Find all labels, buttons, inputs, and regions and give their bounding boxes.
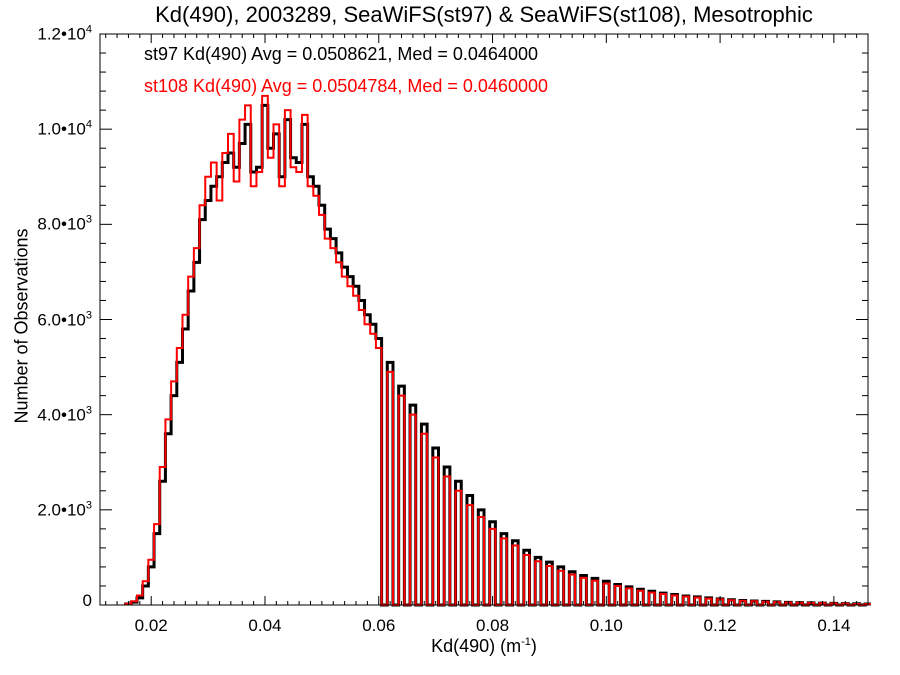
y-tick-label: 8.0•103: [37, 214, 92, 234]
x-axis-label: Kd(490) (m-1): [431, 636, 537, 656]
histogram-series-st97: [124, 103, 871, 607]
y-tick-label: 2.0•103: [37, 499, 92, 520]
y-tick-label: 1.0•104: [37, 118, 92, 139]
y-axis-label: Number of Observations: [11, 228, 32, 424]
axis-ticks: [100, 33, 869, 606]
st108-stats-annotation: st108 Kd(490) Avg = 0.0504784, Med = 0.0…: [144, 76, 548, 96]
y-tick-label: 4.0•103: [37, 404, 92, 424]
x-tick-label: 0.08: [475, 616, 510, 635]
y-tick-label: 1.2•104: [37, 23, 92, 44]
x-tick-label: 0.12: [703, 616, 737, 635]
y-tick-label: 0: [82, 591, 92, 610]
x-tick-label: 0.06: [362, 616, 396, 635]
x-tick-label: 0.10: [589, 616, 623, 635]
chart-title: Kd(490), 2003289, SeaWiFS(st97) & SeaWiF…: [155, 2, 813, 27]
st97-stats-annotation: st97 Kd(490) Avg = 0.0508621, Med = 0.04…: [144, 44, 538, 64]
x-tick-label: 0.14: [817, 616, 851, 635]
histogram-series-st108: [124, 94, 871, 606]
x-tick-label: 0.02: [134, 616, 168, 635]
x-tick-label: 0.04: [248, 616, 282, 635]
y-tick-label: 6.0•103: [37, 309, 92, 329]
